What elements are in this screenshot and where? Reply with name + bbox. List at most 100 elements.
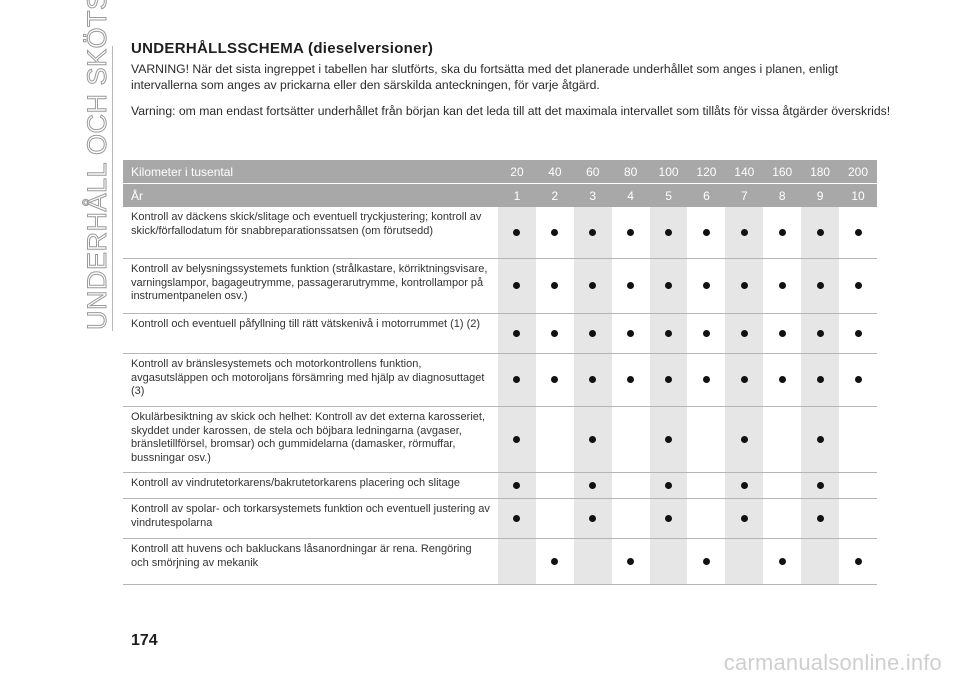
schedule-cell [649, 354, 688, 407]
kilometer-header-cell: 120 [687, 160, 726, 184]
schedule-cell [839, 473, 877, 499]
year-header-cell: 8 [763, 184, 802, 207]
schedule-cell [535, 407, 574, 473]
schedule-cell [498, 473, 536, 499]
schedule-cell [801, 259, 840, 314]
check-dot-icon [551, 329, 559, 337]
schedule-cell [498, 354, 536, 407]
check-dot-icon [854, 329, 862, 337]
check-dot-icon [551, 228, 559, 236]
table-row: Kontroll att huvens och bakluckans låsan… [123, 539, 877, 585]
check-dot-icon [513, 435, 521, 443]
kilometer-header-cell: 60 [573, 160, 612, 184]
check-dot-icon [854, 228, 862, 236]
year-header-cell: 7 [725, 184, 764, 207]
table-row: Kontroll och eventuell påfyllning till r… [123, 314, 877, 354]
schedule-cell [649, 314, 688, 354]
page-number: 174 [131, 632, 158, 649]
schedule-cell [535, 499, 574, 539]
check-dot-icon [816, 435, 824, 443]
schedule-cell [687, 473, 726, 499]
check-dot-icon [702, 329, 710, 337]
check-dot-icon [513, 514, 521, 522]
schedule-cell [649, 539, 688, 585]
schedule-cell [573, 499, 612, 539]
maintenance-task-description: Kontroll av bränslesystemets och motorko… [123, 354, 499, 407]
kilometer-header-cell: 200 [839, 160, 877, 184]
year-header-cell: 2 [535, 184, 574, 207]
check-dot-icon [513, 481, 521, 489]
check-dot-icon [702, 557, 710, 565]
schedule-cell [498, 407, 536, 473]
schedule-cell [687, 354, 726, 407]
schedule-cell [535, 207, 574, 259]
year-header-cell: 10 [839, 184, 877, 207]
maintenance-task-description: Kontroll av spolar- och torkarsystemets … [123, 499, 499, 539]
check-dot-icon [740, 481, 748, 489]
schedule-cell [535, 473, 574, 499]
side-divider [112, 46, 113, 331]
schedule-cell [498, 314, 536, 354]
schedule-cell [611, 354, 650, 407]
schedule-cell [839, 499, 877, 539]
table-row: Kontroll av vindrutetorkarens/bakrutetor… [123, 473, 877, 499]
maintenance-task-description: Kontroll av däckens skick/slitage och ev… [123, 207, 499, 259]
schedule-cell [611, 539, 650, 585]
check-dot-icon [513, 282, 521, 289]
check-dot-icon [665, 329, 673, 337]
schedule-cell [839, 407, 877, 473]
schedule-cell [649, 259, 688, 314]
schedule-cell [535, 354, 574, 407]
check-dot-icon [778, 228, 786, 236]
schedule-cell [573, 407, 612, 473]
check-dot-icon [589, 481, 597, 489]
check-dot-icon [551, 557, 559, 565]
year-header-cell: 1 [498, 184, 536, 207]
schedule-cell [649, 499, 688, 539]
check-dot-icon [627, 228, 635, 236]
check-dot-icon [665, 514, 673, 522]
schedule-cell [687, 539, 726, 585]
kilometer-header-cell: 100 [649, 160, 688, 184]
schedule-cell [498, 539, 536, 585]
check-dot-icon [589, 329, 597, 337]
year-header-cell: 4 [611, 184, 650, 207]
kilometer-header-cell: 160 [763, 160, 802, 184]
check-dot-icon [589, 376, 597, 383]
schedule-cell [725, 407, 764, 473]
schedule-cell [801, 407, 840, 473]
schedule-cell [725, 499, 764, 539]
year-header-cell: 3 [573, 184, 612, 207]
schedule-cell [611, 314, 650, 354]
schedule-cell [573, 314, 612, 354]
check-dot-icon [665, 435, 673, 443]
schedule-cell [725, 207, 764, 259]
check-dot-icon [513, 376, 521, 383]
year-header-row: År 1 2 3 4 5 6 7 8 9 10 [123, 184, 877, 207]
check-dot-icon [702, 376, 710, 383]
maintenance-task-description: Kontroll och eventuell påfyllning till r… [123, 314, 499, 354]
schedule-cell [687, 259, 726, 314]
schedule-cell [763, 407, 802, 473]
section-side-title: UNDERHÅLL OCH SKÖTSEL [82, 0, 113, 331]
schedule-cell [725, 473, 764, 499]
maintenance-task-description: Kontroll av vindrutetorkarens/bakrutetor… [123, 473, 499, 499]
check-dot-icon [816, 376, 824, 383]
check-dot-icon [627, 329, 635, 337]
check-dot-icon [627, 557, 635, 565]
maintenance-task-description: Okulärbesiktning av skick och helhet: Ko… [123, 407, 499, 473]
table-row: Kontroll av bränslesystemets och motorko… [123, 354, 877, 407]
year-header-label: År [123, 184, 499, 207]
schedule-cell [763, 259, 802, 314]
kilometer-header-cell: 140 [725, 160, 764, 184]
schedule-cell [649, 407, 688, 473]
year-header-cell: 6 [687, 184, 726, 207]
kilometer-header-cell: 40 [535, 160, 574, 184]
table-row: Kontroll av spolar- och torkarsystemets … [123, 499, 877, 539]
watermark: carmanualsonline.info [723, 650, 942, 675]
schedule-cell [573, 539, 612, 585]
schedule-cell [763, 354, 802, 407]
check-dot-icon [778, 557, 786, 565]
schedule-cell [763, 539, 802, 585]
check-dot-icon [740, 282, 748, 289]
